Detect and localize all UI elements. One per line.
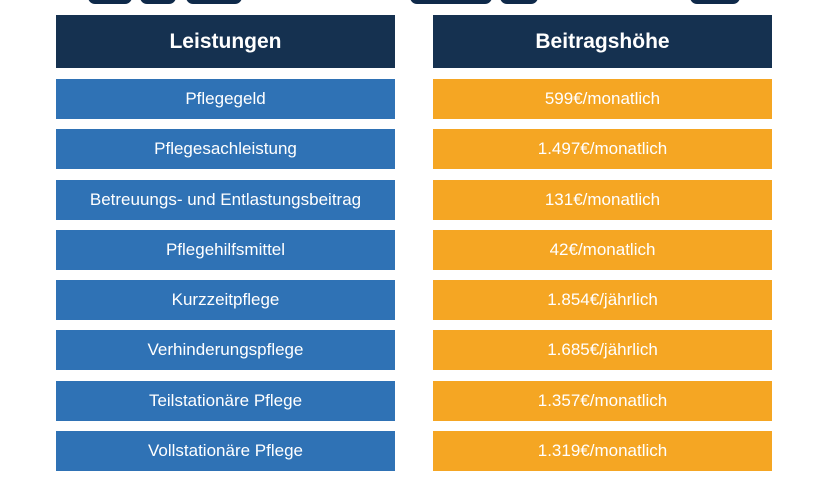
betrag-cell: 599€/monatlich <box>433 79 772 119</box>
leistung-cell: Pflegesachleistung <box>56 129 395 170</box>
leistung-cell: Teilstationäre Pflege <box>56 380 395 421</box>
leistung-cell: Kurzzeitpflege <box>56 280 395 321</box>
leistung-cell: Pflegehilfsmittel <box>56 229 395 270</box>
leistung-cell: Vollstationäre Pflege <box>56 431 395 472</box>
betrag-cell: 1.854€/jährlich <box>433 280 772 321</box>
title-fragment <box>690 0 740 4</box>
leistungen-list: Pflegegeld Pflegesachleistung Betreuungs- … <box>56 79 395 481</box>
leistungen-header: Leistungen <box>56 15 395 68</box>
title-fragment <box>186 0 242 4</box>
leistung-cell: Pflegegeld <box>56 79 395 119</box>
beitragshoehe-header: Beitragshöhe <box>433 15 772 68</box>
beitragshoehe-list: 599€/monatlich 1.497€/monatlich 131€/monat… <box>433 79 772 481</box>
cropped-title-remnant <box>0 0 840 6</box>
betrag-cell: 131€/monatlich <box>433 179 772 220</box>
betrag-cell: 42€/monatlich <box>433 229 772 270</box>
leistung-cell: Verhinderungspflege <box>56 330 395 371</box>
betrag-cell: 1.685€/jährlich <box>433 330 772 371</box>
title-fragment <box>500 0 538 4</box>
title-fragment <box>88 0 132 4</box>
leistung-cell: Betreuungs- und Entlastungsbeitrag <box>56 179 395 220</box>
betrag-cell: 1.357€/monatlich <box>433 380 772 421</box>
leistungen-column: Leistungen Pflegegeld Pflegesachleistung B… <box>56 15 395 481</box>
betrag-cell: 1.319€/monatlich <box>433 431 772 472</box>
betrag-cell: 1.497€/monatlich <box>433 129 772 170</box>
beitragshoehe-column: Beitragshöhe 599€/monatlich 1.497€/monatl… <box>433 15 772 481</box>
title-fragment <box>140 0 176 4</box>
title-fragment <box>410 0 492 4</box>
